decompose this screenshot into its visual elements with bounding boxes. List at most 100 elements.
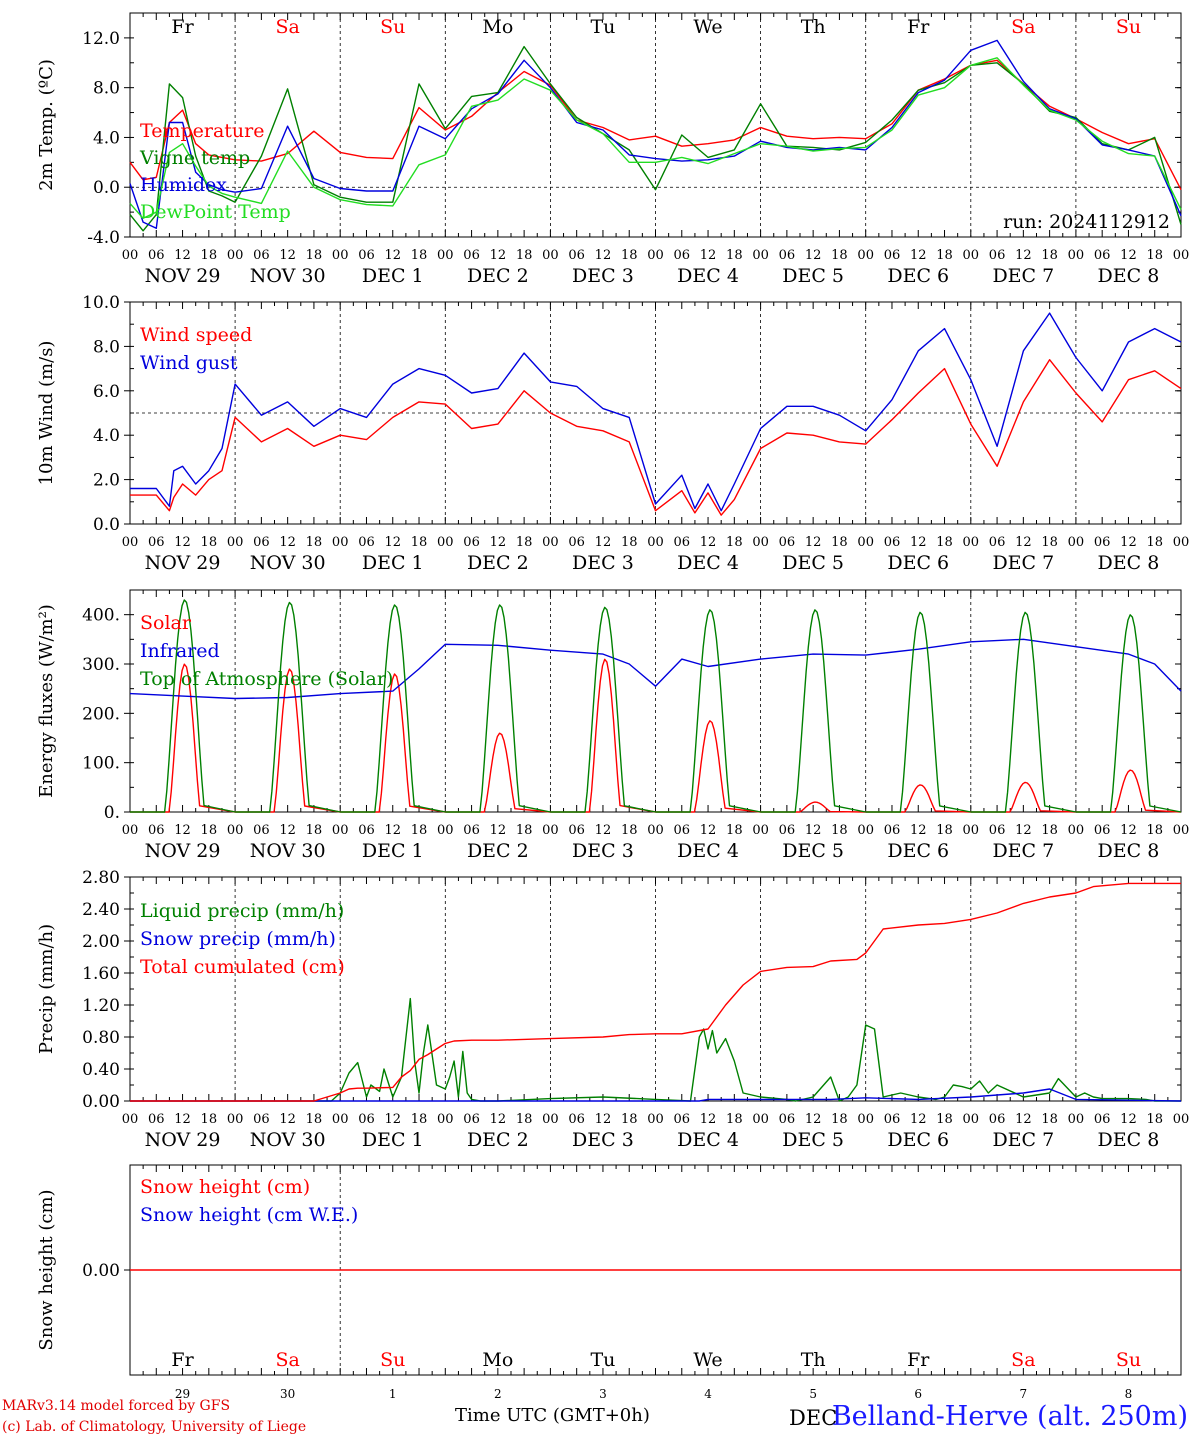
hour-tick-label: 18 [831,1112,848,1127]
hour-tick-label: 00 [437,535,454,550]
hour-tick-label: 06 [989,535,1006,550]
series-line-humidex [129,39,1182,230]
hour-tick-label: 06 [463,535,480,550]
hour-tick-label: 18 [1041,535,1058,550]
hour-tick-label: 18 [306,823,323,838]
hour-tick-label: 00 [332,1112,349,1127]
hour-tick-label: 00 [1173,823,1190,838]
hour-tick-label: 06 [463,248,480,263]
run-label: run: 2024112912 [1003,211,1170,233]
y-tick-label: 1.20 [82,996,120,1016]
hour-tick-label: 00 [1068,823,1085,838]
hour-tick-label: 12 [910,823,927,838]
date-label: DEC 3 [572,1129,634,1151]
date-label: DEC 8 [1098,552,1160,574]
legend-entry: Temperature [140,120,264,142]
series-line-solar [970,781,1076,813]
legend-entry: Vigne temp [139,147,250,169]
hour-tick-label: 12 [1015,535,1032,550]
hour-tick-label: 12 [595,1112,612,1127]
y-tick-label: 1.60 [82,964,120,984]
day-name-label: Su [380,16,405,38]
date-label: DEC 5 [782,840,844,862]
date-label: DEC 4 [677,265,739,287]
hour-tick-label: 00 [542,248,559,263]
day-name-label: Fr [907,1349,930,1371]
hour-tick-label: 00 [122,535,139,550]
series-line-total-cumulated-cm- [130,882,1181,1102]
series-line-solar [865,784,971,813]
hour-tick-label: 06 [358,248,375,263]
hour-tick-label: 00 [857,535,874,550]
y-tick-label: 12.0 [82,29,120,49]
hour-tick-label: 00 [857,823,874,838]
series-line-solar [235,668,341,813]
series-line-wind-speed [130,359,1182,516]
date-label: DEC 1 [362,1129,424,1151]
hour-tick-label: 18 [516,248,533,263]
station-title: Belland-Herve (alt. 250m) [831,1401,1188,1432]
hour-tick-label: 00 [332,823,349,838]
day-name-label: Fr [907,16,930,38]
day-name-label: Tu [590,16,615,38]
hour-tick-label: 00 [122,1112,139,1127]
hour-tick-label: 00 [963,823,980,838]
day-name-label: Su [380,1349,405,1371]
series-line-top-of-atmosphere-solar- [445,604,551,813]
hour-tick-label: 00 [647,248,664,263]
hour-tick-label: 06 [148,1112,165,1127]
hour-tick-label: 00 [647,535,664,550]
legend-entry: Wind speed [140,324,252,346]
date-label: DEC 8 [1098,1129,1160,1151]
hour-tick-label: 18 [411,248,428,263]
legend-entry: Wind gust [140,352,238,374]
hour-tick-label: 18 [411,823,428,838]
date-label: DEC 2 [467,1129,529,1151]
hour-tick-label: 18 [201,248,218,263]
hour-tick-label: 18 [936,1112,953,1127]
day-name-label: Sa [1011,1349,1035,1371]
hour-tick-label: 12 [1015,1112,1032,1127]
day-name-label: We [693,16,722,38]
day-number-label: 29 [175,1387,190,1401]
y-axis-label: 10m Wind (m/s) [36,341,57,486]
day-name-label: Mo [482,16,513,38]
hour-tick-label: 18 [1041,1112,1058,1127]
date-label: DEC 2 [467,840,529,862]
hour-tick-label: 06 [568,823,585,838]
hour-tick-label: 12 [1120,535,1137,550]
date-label: DEC 1 [362,840,424,862]
hour-tick-label: 12 [595,535,612,550]
hour-tick-label: 18 [1041,248,1058,263]
day-name-label: Sa [275,16,299,38]
hour-tick-label: 06 [989,248,1006,263]
hour-tick-label: 06 [884,535,901,550]
hour-tick-label: 18 [726,535,743,550]
series-line-top-of-atmosphere-solar- [655,609,761,813]
legend-entry: DewPoint Temp [140,201,291,223]
hour-tick-label: 12 [279,823,296,838]
hour-tick-label: 06 [884,1112,901,1127]
day-number-label: 4 [704,1387,712,1401]
hour-tick-label: 12 [174,823,191,838]
y-tick-label: 4.0 [93,426,120,446]
y-tick-label: 0.80 [82,1028,120,1048]
hour-tick-label: 12 [384,535,401,550]
day-name-label: Th [801,16,826,38]
date-label: DEC 6 [887,840,949,862]
series-line-wind-gust [130,312,1182,512]
hour-tick-label: 06 [253,248,270,263]
hour-tick-label: 12 [805,248,822,263]
hour-tick-label: 18 [1146,823,1163,838]
hour-tick-label: 18 [831,823,848,838]
hour-tick-label: 06 [148,535,165,550]
hour-tick-label: 12 [1120,248,1137,263]
hour-tick-label: 18 [726,248,743,263]
series-line-top-of-atmosphere-solar- [235,601,341,813]
hour-tick-label: 06 [1094,823,1111,838]
y-tick-label: 400. [82,606,120,626]
lab-credit: (c) Lab. of Climatology, University of L… [2,1419,307,1435]
hour-tick-label: 18 [1041,823,1058,838]
y-axis-label: Snow height (cm) [36,1189,57,1350]
hour-tick-label: 12 [174,248,191,263]
